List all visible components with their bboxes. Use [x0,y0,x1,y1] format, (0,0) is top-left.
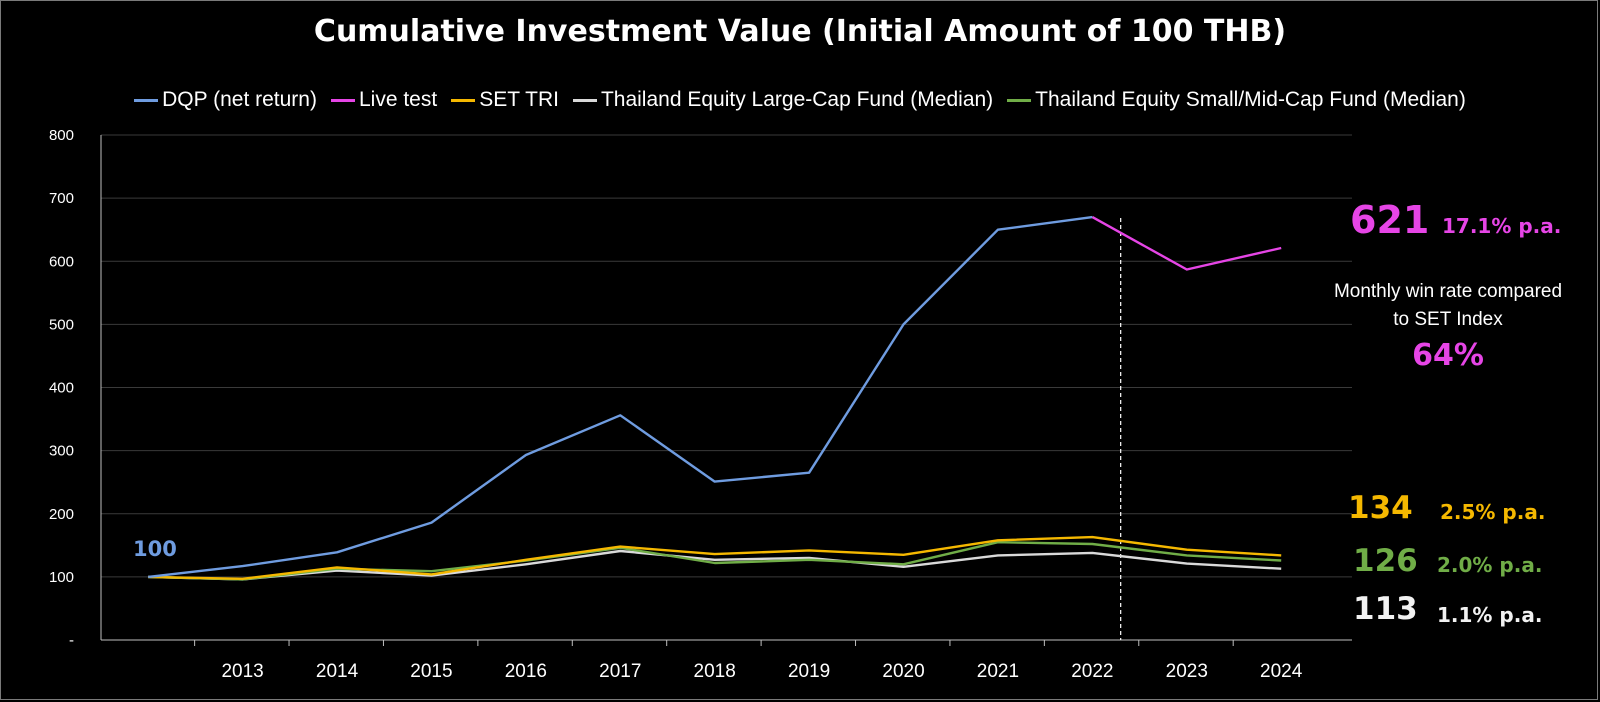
legend: DQP (net return) Live test SET TRI Thail… [0,88,1600,112]
legend-label-live-test: Live test [358,88,438,111]
x-tick-label: 2020 [882,661,924,682]
y-tick-label: 600 [49,253,74,270]
y-tick-label: - [69,632,74,649]
small-mid-final-rate: 2.0% p.a. [1437,553,1543,577]
x-tick-label: 2022 [1071,661,1113,682]
y-tick-label: 300 [49,443,74,460]
legend-swatch-set-tri [451,98,476,102]
x-tick-label: 2014 [316,661,359,682]
x-tick-label: 2023 [1166,661,1208,682]
dqp-final-rate: 17.1% p.a. [1442,214,1562,238]
y-tick-label: 800 [49,127,74,144]
series-line-dqp-net-return [148,215,1093,579]
legend-swatch-large-cap [572,98,597,102]
large-cap-final-value: 113 [1353,591,1418,627]
legend-swatch-live-test [330,98,355,102]
series-line-thailand-equity-small-mid-cap-fund-median [148,541,1282,581]
x-tick-label: 2015 [410,661,452,682]
small-mid-final-value: 126 [1353,543,1418,579]
win-rate-value: 64% [1412,338,1484,373]
series-line-thailand-equity-large-cap-fund-median [148,549,1282,581]
y-tick-label: 500 [49,316,74,333]
y-tick-label: 400 [49,380,74,397]
x-tick-label: 2018 [694,661,736,682]
win-rate-caption-line2: to SET Index [1393,309,1503,330]
x-tick-label: 2021 [977,661,1019,682]
series-line-set-tri [148,535,1282,580]
set-final-value: 134 [1348,490,1413,526]
legend-swatch-small-mid-cap [1007,98,1032,102]
legend-label-dqp: DQP (net return) [162,88,317,111]
y-tick-label: 700 [49,190,74,207]
legend-entry-dqp: DQP (net return) [134,88,317,112]
win-rate-caption-line1: Monthly win rate compared [1333,281,1563,302]
set-final-rate: 2.5% p.a. [1440,500,1546,524]
series-line-live-test [1091,216,1282,271]
start-value-label: 100 [133,537,177,561]
x-tick-label: 2024 [1260,661,1303,682]
legend-entry-large-cap: Thailand Equity Large-Cap Fund (Median) [572,88,994,112]
x-tick-label: 2013 [221,661,263,682]
x-tick-label: 2016 [505,661,547,682]
legend-label-set-tri: SET TRI [479,88,559,111]
x-tick-label: 2019 [788,661,830,682]
legend-label-large-cap: Thailand Equity Large-Cap Fund (Median) [600,88,994,111]
y-tick-label: 100 [49,569,74,586]
legend-entry-live-test: Live test [330,88,438,112]
legend-entry-set-tri: SET TRI [451,88,559,112]
win-rate-caption: Monthly win rate compared to SET Index [1300,278,1596,334]
y-tick-label: 200 [49,506,74,523]
legend-entry-small-mid-cap: Thailand Equity Small/Mid-Cap Fund (Medi… [1007,88,1466,112]
dqp-final-value: 621 [1350,198,1430,242]
chart-title: Cumulative Investment Value (Initial Amo… [313,14,1287,49]
large-cap-final-rate: 1.1% p.a. [1437,603,1543,627]
x-tick-label: 2017 [599,661,641,682]
legend-label-small-mid-cap: Thailand Equity Small/Mid-Cap Fund (Medi… [1035,88,1466,111]
legend-swatch-dqp [134,98,159,102]
